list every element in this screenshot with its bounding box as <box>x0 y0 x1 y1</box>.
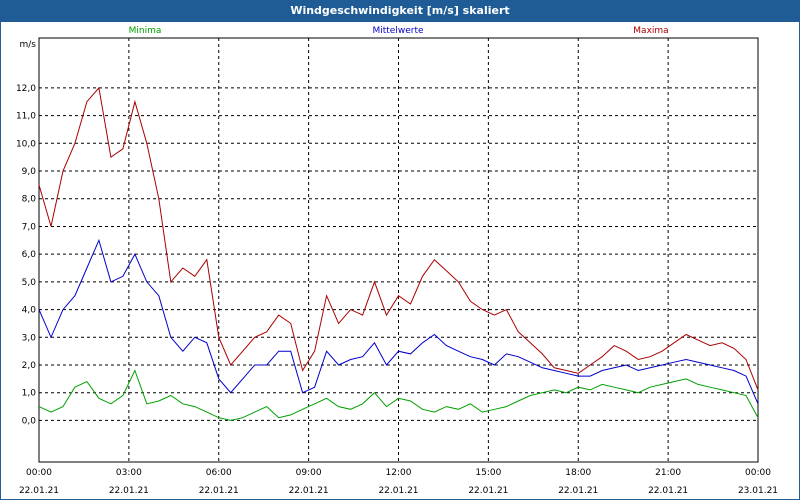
x-tick-date: 22.01.21 <box>378 486 418 496</box>
x-tick-date: 22.01.21 <box>648 486 688 496</box>
x-tick-date: 22.01.21 <box>109 486 149 496</box>
x-tick-time: 12:00 <box>386 468 412 478</box>
x-tick-time: 18:00 <box>565 468 591 478</box>
series-line-mittelwerte <box>38 238 759 404</box>
x-tick-time: 06:00 <box>206 468 232 478</box>
y-tick-label: 5,0 <box>22 278 37 288</box>
y-tick-label: 4,0 <box>22 306 37 316</box>
y-tick-label: 10,0 <box>16 139 36 149</box>
legend-label-mittelwerte: Mittelwerte <box>372 26 423 36</box>
x-tick-time: 00:00 <box>26 468 52 478</box>
x-tick-date: 22.01.21 <box>199 486 239 496</box>
y-tick-label: 9,0 <box>22 167 37 177</box>
y-tick-label: 1,0 <box>22 389 37 399</box>
y-tick-label: 8,0 <box>22 195 37 205</box>
chart-title-bar: Windgeschwindigkeit [m/s] skaliert <box>0 0 800 22</box>
x-tick-time: 15:00 <box>475 468 501 478</box>
y-tick-label: 6,0 <box>22 250 37 260</box>
x-tick-date: 23.01.21 <box>738 486 778 496</box>
series-line-minima <box>38 369 759 421</box>
series-line-maxima <box>38 86 759 391</box>
y-tick-label: 12,0 <box>16 84 36 94</box>
x-tick-time: 00:00 <box>745 468 771 478</box>
y-tick-label: 2,0 <box>22 361 37 371</box>
legend-label-maxima: Maxima <box>633 26 668 36</box>
x-tick-time: 09:00 <box>296 468 322 478</box>
y-tick-label: 0,0 <box>22 416 37 426</box>
x-tick-time: 21:00 <box>655 468 681 478</box>
x-tick-time: 03:00 <box>116 468 142 478</box>
legend-label-minima: Minima <box>129 26 162 36</box>
x-tick-date: 22.01.21 <box>558 486 598 496</box>
y-tick-label: 7,0 <box>22 222 37 232</box>
y-tick-label: 3,0 <box>22 333 37 343</box>
y-tick-label: 11,0 <box>16 112 36 122</box>
x-tick-date: 22.01.21 <box>468 486 508 496</box>
x-tick-date: 22.01.21 <box>19 486 59 496</box>
y-axis-unit: m/s <box>20 40 37 50</box>
x-tick-date: 22.01.21 <box>289 486 329 496</box>
